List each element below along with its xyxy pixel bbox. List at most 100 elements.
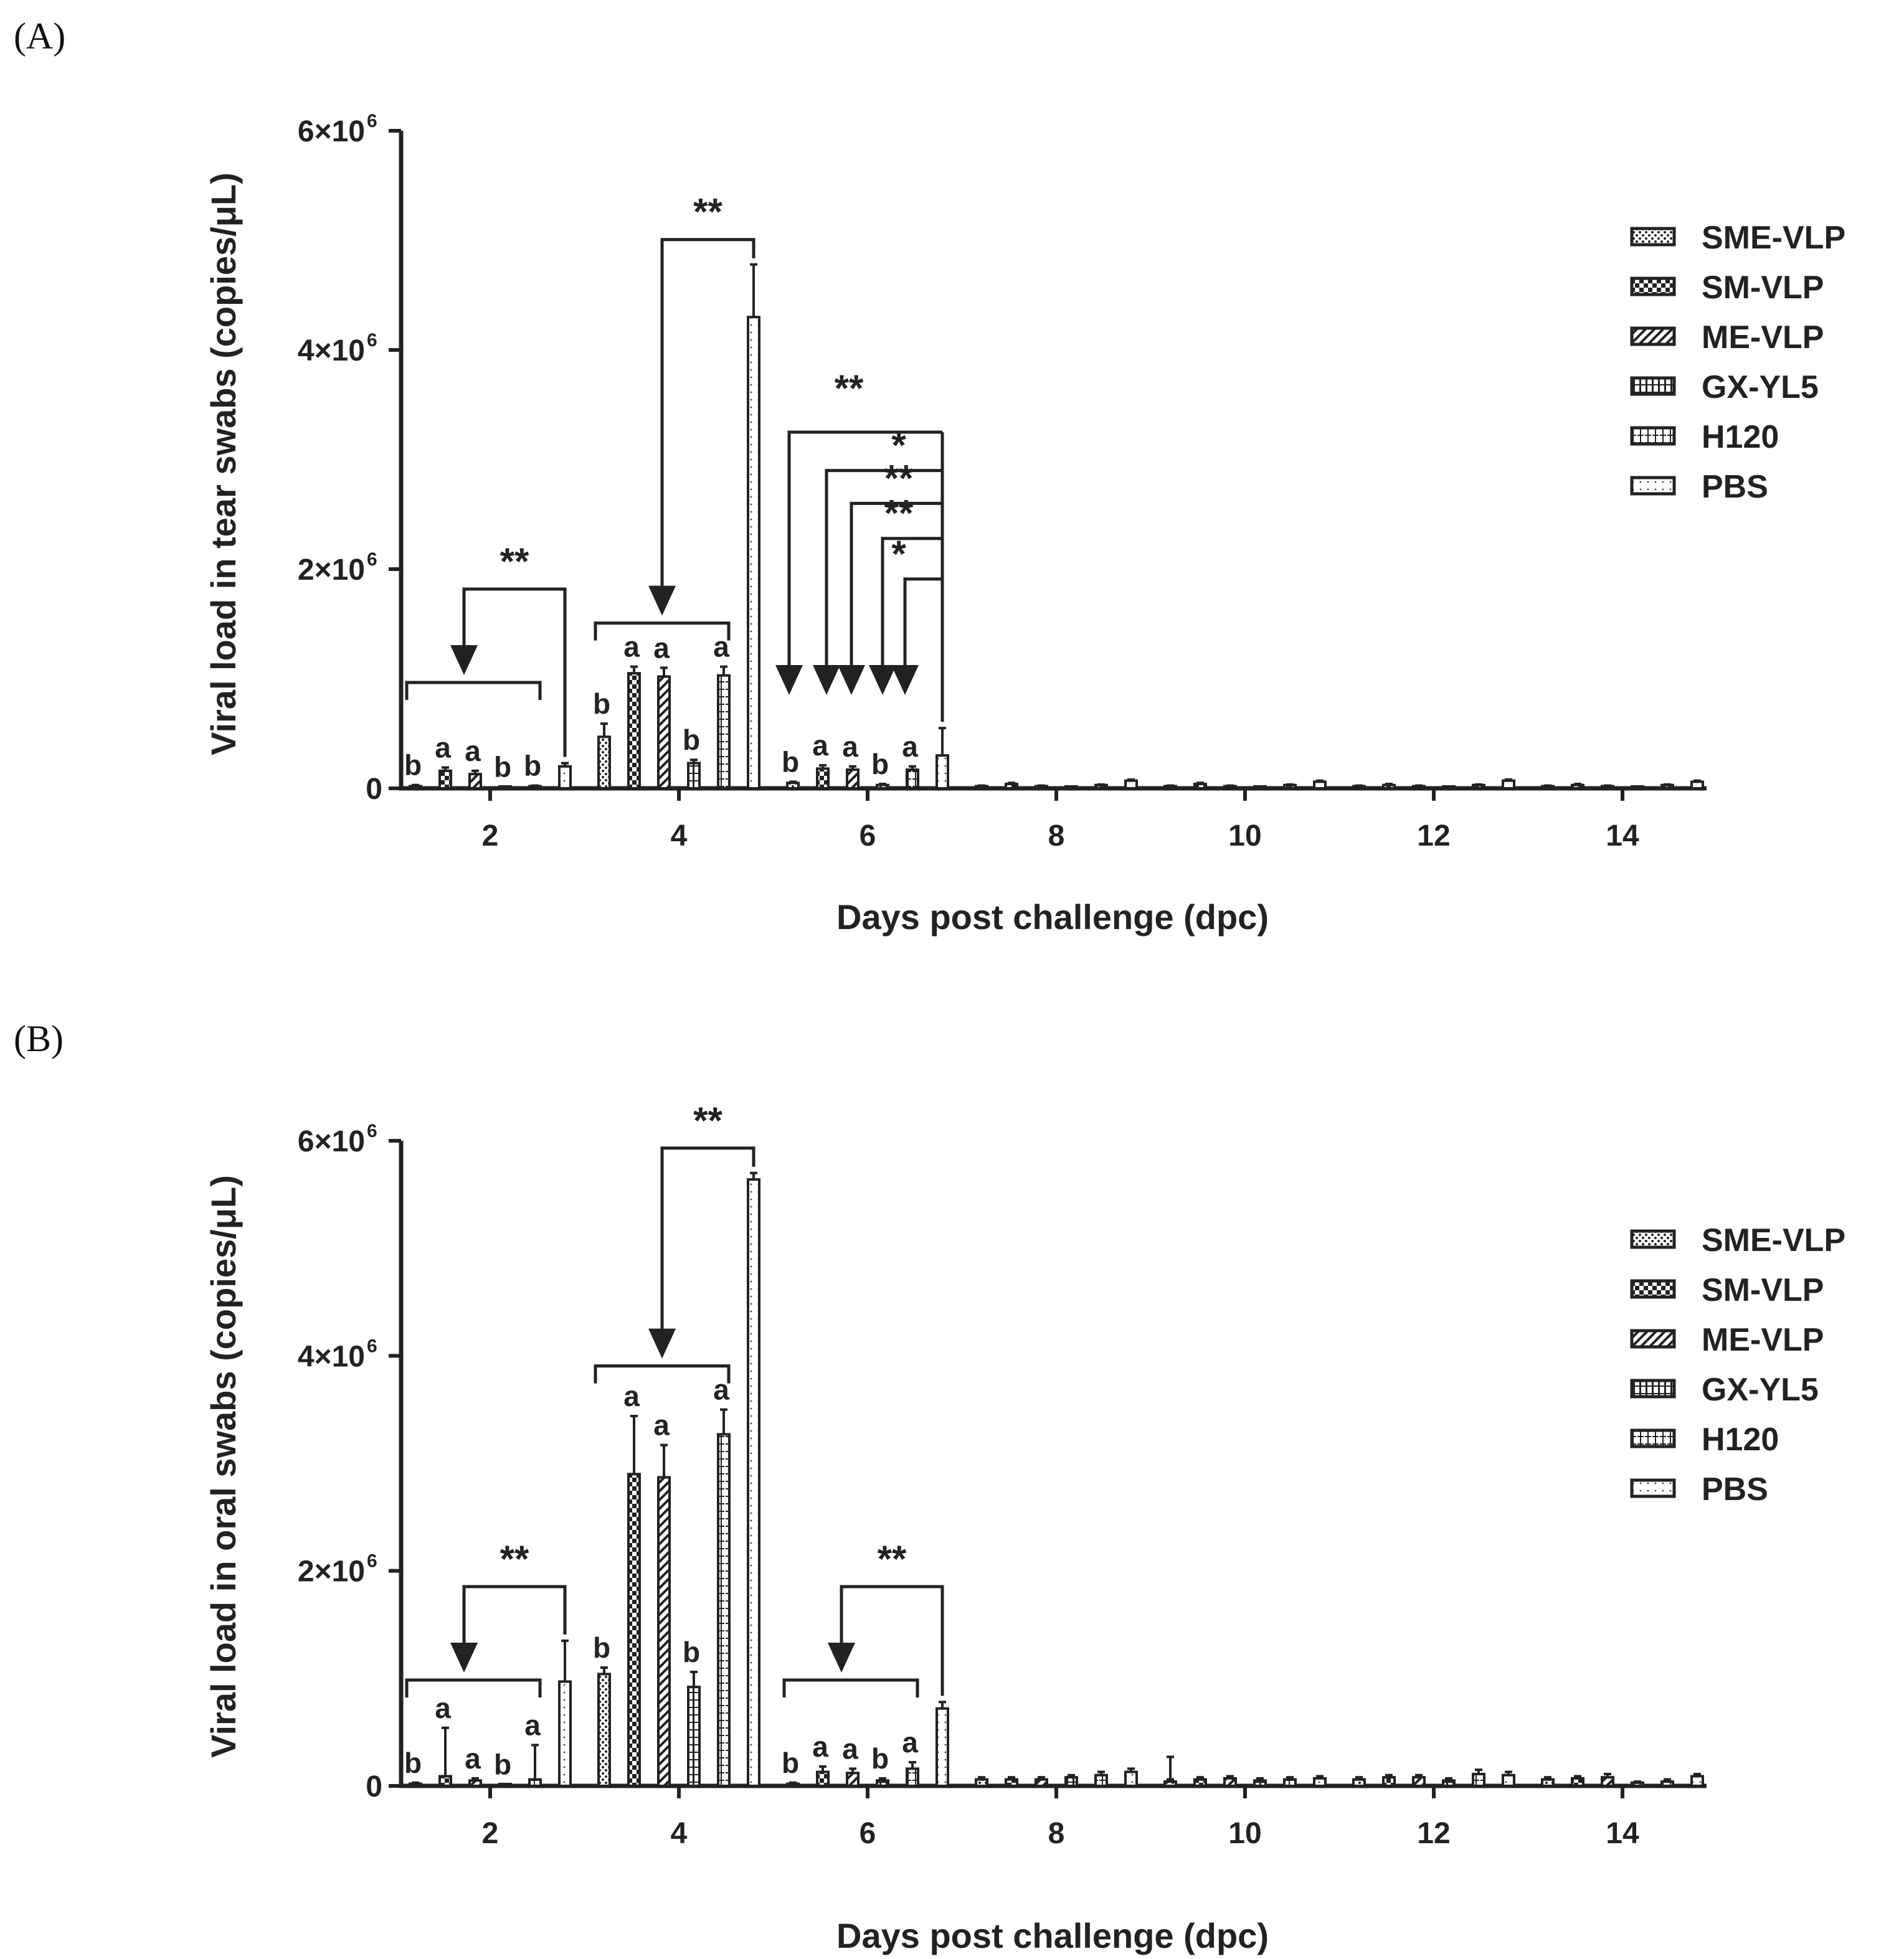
bar-pbs [935, 754, 949, 790]
bar-sm-vlp [438, 1775, 452, 1787]
significance-letter: a [812, 1730, 828, 1763]
legend-label: SM-VLP [1702, 1272, 1824, 1308]
significance-stars: * [891, 425, 906, 466]
significance-letter: b [871, 748, 889, 780]
legend-swatch-h120 [1630, 1428, 1676, 1448]
x-tick-label: 8 [1048, 819, 1065, 852]
bar-sm-vlp [1382, 1776, 1396, 1788]
bar-sme-vlp [597, 1673, 611, 1788]
bar-h120 [1094, 1773, 1108, 1788]
y-tick-label: 0 [366, 773, 382, 806]
comparison-line [881, 537, 942, 670]
significance-letter: b [683, 1636, 700, 1668]
y-tick-exponent: 6 [367, 1551, 377, 1572]
y-tick-label: 4×10 [298, 334, 365, 367]
x-tick-label: 4 [671, 819, 688, 852]
bar-h120 [906, 768, 919, 790]
x-tick-label: 14 [1606, 819, 1639, 852]
bar-me-vlp [657, 1476, 671, 1788]
y-tick-label: 2×10 [298, 554, 365, 587]
x-tick-label: 10 [1228, 819, 1261, 852]
bar-me-vlp [468, 1779, 482, 1788]
bar-sm-vlp [1382, 783, 1396, 790]
bar-pbs [1502, 1773, 1515, 1788]
bar-pbs [1690, 780, 1704, 790]
bar-sme-vlp [1352, 1778, 1366, 1787]
comparison-line [850, 501, 942, 670]
bar-gx-yl5 [876, 1779, 889, 1788]
arrow-head [891, 665, 919, 695]
significance-stars: ** [693, 1100, 722, 1141]
bar-sm-vlp [438, 769, 452, 790]
significance-stars: ** [500, 540, 529, 582]
group-bracket [782, 1678, 919, 1697]
significance-letter: a [524, 1709, 541, 1741]
bar-pbs [1124, 779, 1138, 790]
significance-letter: a [812, 729, 828, 762]
legend-swatch-sme-vlp [1630, 227, 1676, 247]
y-tick-exponent: 6 [367, 549, 377, 570]
comparison-line [840, 1585, 944, 1696]
y-tick-exponent: 6 [367, 1121, 377, 1141]
bar-me-vlp [846, 768, 860, 790]
x-tick-label: 6 [860, 819, 876, 852]
legend-swatch-pbs [1630, 476, 1676, 496]
significance-letter: a [623, 631, 640, 663]
significance-letter: a [842, 1732, 858, 1765]
bar-gx-yl5 [1064, 1776, 1078, 1788]
arrow-head [775, 665, 803, 695]
arrow-head [648, 585, 676, 616]
bar-sm-vlp [1005, 1778, 1018, 1787]
x-tick-label: 14 [1606, 1817, 1639, 1850]
y-tick-exponent: 6 [367, 111, 377, 131]
significance-letter: a [435, 732, 451, 764]
significance-letter: a [653, 1409, 670, 1442]
group-bracket [594, 621, 731, 641]
bar-gx-yl5 [687, 762, 701, 790]
significance-letter: b [494, 1748, 511, 1780]
bar-sm-vlp [1005, 782, 1018, 790]
significance-stars: ** [884, 493, 914, 534]
bar-h120 [717, 674, 731, 790]
bar-gx-yl5 [876, 783, 889, 790]
group-bracket [405, 681, 542, 700]
legend-swatch-sme-vlp [1630, 1229, 1676, 1249]
significance-letter: a [713, 1374, 729, 1406]
arrow-head [450, 645, 478, 675]
y-tick-exponent: 6 [367, 330, 377, 351]
significance-letter: a [465, 1742, 481, 1775]
significance-letter: a [465, 735, 481, 767]
arrow-head [838, 665, 865, 695]
x-tick-label: 12 [1417, 819, 1450, 852]
bar-me-vlp [1223, 1777, 1237, 1787]
x-tick-label: 4 [671, 1817, 688, 1850]
bar-pbs [747, 316, 760, 790]
significance-letter: a [435, 1692, 451, 1724]
bar-pbs [1690, 1775, 1704, 1787]
x-tick-label: 8 [1048, 1817, 1065, 1850]
bar-sm-vlp [816, 767, 830, 790]
bar-h120 [528, 1778, 542, 1787]
comparison-line [903, 577, 942, 670]
significance-stars: ** [835, 367, 864, 409]
legend-label: SME-VLP [1702, 1222, 1845, 1258]
bar-pbs [747, 1178, 760, 1788]
arrow-head [828, 1643, 855, 1673]
bar-h120 [717, 1433, 731, 1787]
panel-a-xlabel: Days post challenge (dpc) [836, 897, 1269, 937]
significance-stars: ** [878, 1538, 907, 1580]
legend-label: PBS [1702, 1471, 1768, 1508]
bar-gx-yl5 [1631, 1781, 1644, 1788]
bar-pbs [1313, 1777, 1327, 1787]
significance-letter: b [683, 724, 700, 756]
legend-label: PBS [1702, 469, 1768, 505]
bar-sm-vlp [816, 1770, 830, 1787]
bar-sm-vlp [1571, 783, 1584, 790]
significance-stars: ** [500, 1538, 529, 1580]
significance-letter: b [494, 750, 511, 783]
legend-label: ME-VLP [1702, 319, 1824, 356]
y-tick-label: 6×10 [298, 115, 365, 148]
significance-letter: a [902, 730, 918, 763]
bar-me-vlp [1035, 1778, 1048, 1787]
significance-letter: b [871, 1742, 889, 1775]
